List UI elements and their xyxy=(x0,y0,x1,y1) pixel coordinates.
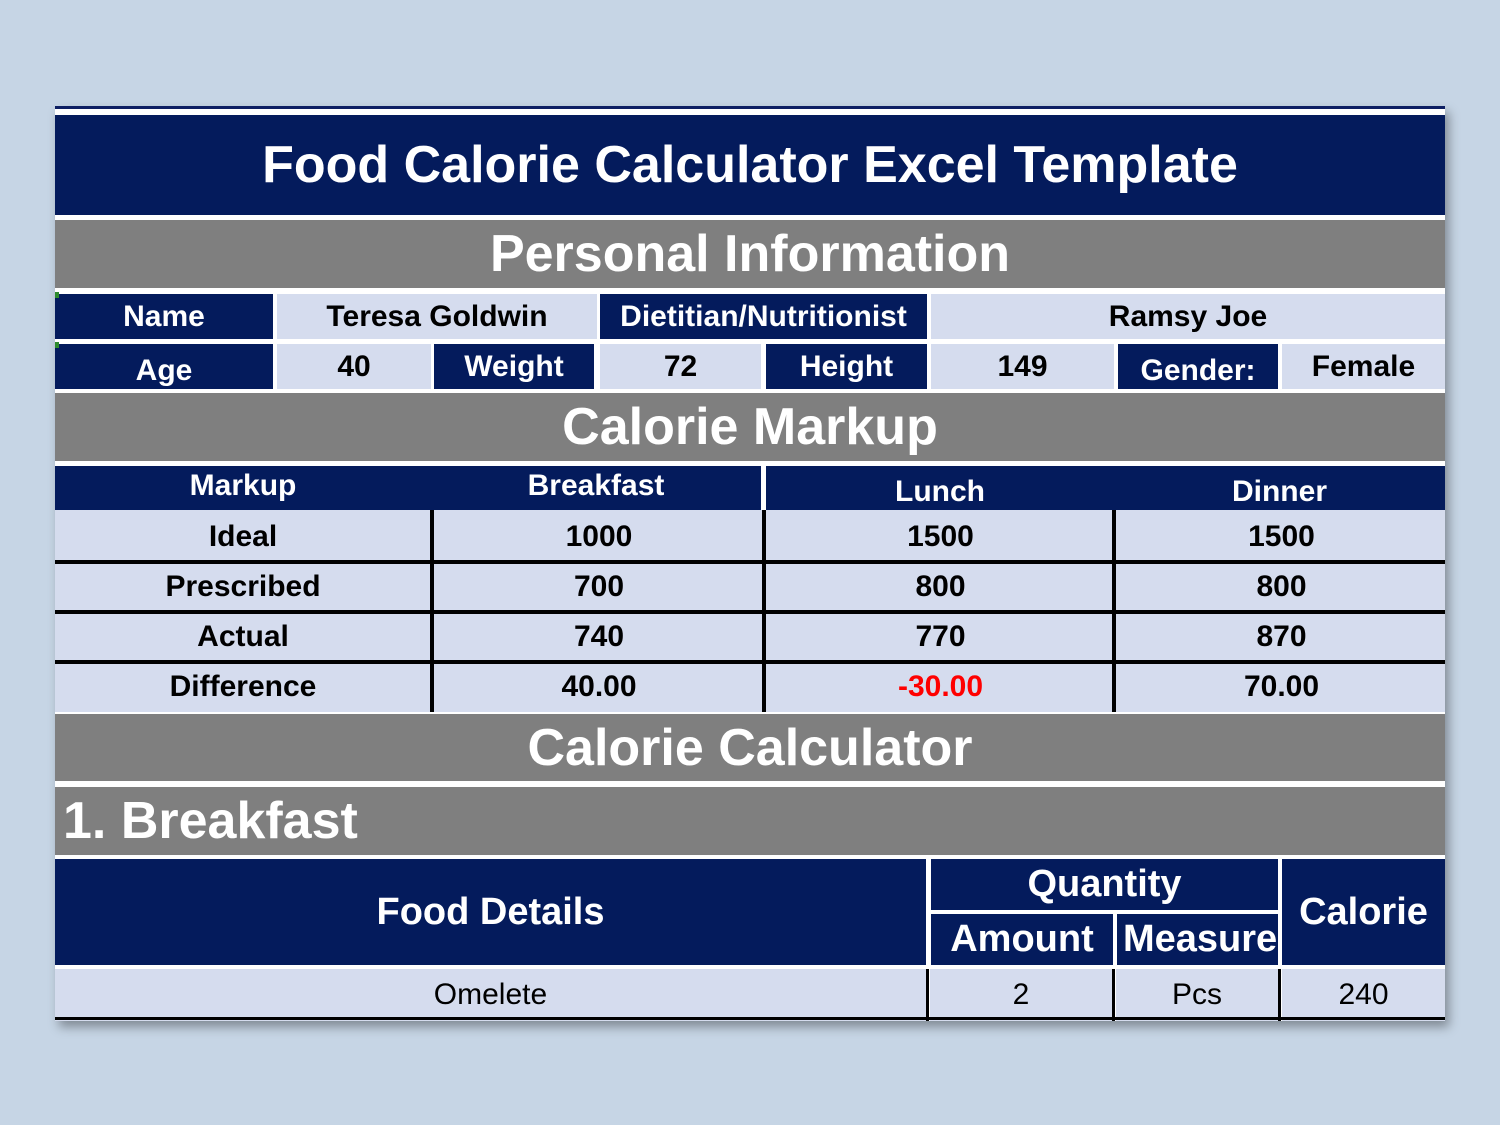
grid-line xyxy=(55,610,1445,614)
age-value[interactable]: 40 xyxy=(277,344,431,389)
personal-information-heading[interactable]: Personal Information xyxy=(55,220,1445,288)
breakfast-section-heading[interactable]: 1. Breakfast xyxy=(55,787,1445,855)
markup-cell[interactable]: 70.00 xyxy=(1118,664,1445,710)
grid-line xyxy=(55,1017,1445,1020)
gender-value[interactable]: Female xyxy=(1282,344,1445,389)
height-label[interactable]: Height xyxy=(766,344,927,389)
weight-label[interactable]: Weight xyxy=(434,344,594,389)
name-label[interactable]: Name xyxy=(55,294,273,339)
amount-header[interactable]: Amount xyxy=(931,914,1113,965)
lunch-column-header[interactable]: Lunch xyxy=(766,466,1114,510)
page-title[interactable]: Food Calorie Calculator Excel Template xyxy=(55,115,1445,215)
cell-selection-marker xyxy=(55,342,59,348)
markup-cell[interactable]: 1000 xyxy=(435,514,763,560)
name-value[interactable]: Teresa Goldwin xyxy=(277,294,597,339)
grid-line xyxy=(926,969,929,1021)
markup-cell[interactable]: 1500 xyxy=(1118,514,1445,560)
markup-row-label-ideal[interactable]: Ideal xyxy=(55,514,431,560)
markup-row-label-prescribed[interactable]: Prescribed xyxy=(55,564,431,610)
gender-label[interactable]: Gender: xyxy=(1118,344,1278,389)
markup-column-header[interactable]: Markup xyxy=(55,466,431,510)
food-details-header[interactable]: Food Details xyxy=(55,859,926,965)
markup-cell[interactable]: 870 xyxy=(1118,614,1445,660)
markup-cell[interactable]: 770 xyxy=(767,614,1114,660)
spreadsheet: Food Calorie Calculator Excel Template P… xyxy=(55,106,1445,1021)
calorie-calculator-heading[interactable]: Calorie Calculator xyxy=(55,714,1445,781)
quantity-header[interactable]: Quantity xyxy=(931,859,1278,910)
dietitian-label[interactable]: Dietitian/Nutritionist xyxy=(600,294,927,339)
dietitian-value[interactable]: Ramsy Joe xyxy=(931,294,1445,339)
calorie-markup-heading[interactable]: Calorie Markup xyxy=(55,393,1445,461)
age-label[interactable]: Age xyxy=(55,344,273,389)
markup-cell-negative[interactable]: -30.00 xyxy=(767,664,1114,710)
calorie-cell[interactable]: 240 xyxy=(1282,969,1445,1021)
height-value[interactable]: 149 xyxy=(931,344,1114,389)
grid-line xyxy=(55,560,1445,564)
amount-cell[interactable]: 2 xyxy=(930,969,1112,1021)
food-cell[interactable]: Omelete xyxy=(55,969,926,1021)
markup-cell[interactable]: 1500 xyxy=(767,514,1114,560)
calorie-header[interactable]: Calorie xyxy=(1282,859,1445,965)
breakfast-column-header[interactable]: Breakfast xyxy=(431,466,761,510)
measure-cell[interactable]: Pcs xyxy=(1116,969,1278,1021)
markup-cell[interactable]: 40.00 xyxy=(435,664,763,710)
markup-cell[interactable]: 700 xyxy=(435,564,763,610)
markup-cell[interactable]: 740 xyxy=(435,614,763,660)
cell-selection-marker xyxy=(55,292,59,298)
markup-row-label-difference[interactable]: Difference xyxy=(55,664,431,710)
dinner-column-header[interactable]: Dinner xyxy=(1114,466,1445,510)
grid-line xyxy=(1278,969,1281,1021)
markup-cell[interactable]: 800 xyxy=(1118,564,1445,610)
grid-line xyxy=(1112,969,1115,1021)
weight-value[interactable]: 72 xyxy=(600,344,761,389)
markup-cell[interactable]: 800 xyxy=(767,564,1114,610)
grid-line xyxy=(55,660,1445,664)
measure-header[interactable]: Measure xyxy=(1117,914,1278,965)
markup-row-label-actual[interactable]: Actual xyxy=(55,614,431,660)
